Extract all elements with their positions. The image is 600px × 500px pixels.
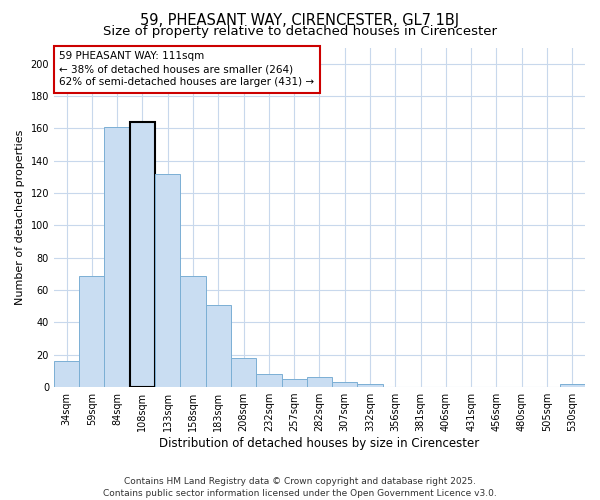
Text: Contains HM Land Registry data © Crown copyright and database right 2025.
Contai: Contains HM Land Registry data © Crown c… <box>103 476 497 498</box>
Bar <box>54 361 79 387</box>
Bar <box>358 384 383 387</box>
Bar <box>560 384 585 387</box>
Bar <box>181 276 206 387</box>
Text: 59 PHEASANT WAY: 111sqm
← 38% of detached houses are smaller (264)
62% of semi-d: 59 PHEASANT WAY: 111sqm ← 38% of detache… <box>59 51 314 88</box>
Bar <box>307 378 332 387</box>
Text: Size of property relative to detached houses in Cirencester: Size of property relative to detached ho… <box>103 25 497 38</box>
Bar <box>332 382 358 387</box>
Bar <box>79 276 104 387</box>
Bar <box>104 126 130 387</box>
Bar <box>231 358 256 387</box>
Bar <box>155 174 181 387</box>
Y-axis label: Number of detached properties: Number of detached properties <box>15 130 25 305</box>
X-axis label: Distribution of detached houses by size in Cirencester: Distribution of detached houses by size … <box>160 437 479 450</box>
Text: 59, PHEASANT WAY, CIRENCESTER, GL7 1BJ: 59, PHEASANT WAY, CIRENCESTER, GL7 1BJ <box>140 12 460 28</box>
Bar <box>206 304 231 387</box>
Bar <box>281 379 307 387</box>
Bar <box>256 374 281 387</box>
Bar <box>130 122 155 387</box>
